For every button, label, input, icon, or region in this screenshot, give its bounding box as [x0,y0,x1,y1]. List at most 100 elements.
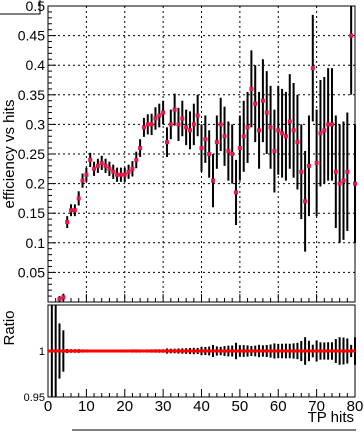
data-point [92,166,97,171]
x-tick-label: 40 [193,398,210,415]
y-tick-label: 0.4 [26,57,46,73]
data-point [318,131,323,136]
data-point [276,128,281,133]
data-point [103,163,108,168]
legend-corner-box [0,0,41,15]
y-tick-label: 0.2 [26,176,46,192]
data-point [257,128,262,133]
efficiency-y-axis-label: efficiency vs hits [1,100,18,209]
ratio-y-tick-labels: 0.95 1 [24,346,45,404]
data-point [314,160,319,165]
y-tick-label: 0.3 [26,116,46,132]
data-point [218,122,223,127]
data-point [84,172,89,177]
data-point [264,110,269,115]
data-point [283,134,288,139]
x-tick-label: 0 [44,398,52,415]
data-point [115,172,120,177]
y-tick-label: 0.05 [18,264,45,280]
y-tick-label: 0.1 [26,235,46,251]
data-point [72,208,77,213]
ratio-y-tick-label: 1 [39,346,45,358]
data-point [306,163,311,168]
data-point [199,146,204,151]
efficiency-y-tick-labels: 0.05 0.1 0.15 0.2 0.25 0.3 0.35 0.4 0.45 0.5 [18,0,45,280]
data-point [230,152,235,156]
x-tick-label: 30 [155,398,172,415]
data-point [141,125,146,130]
x-tick-label: 70 [308,398,325,415]
ratio-axis-ticks [47,389,356,397]
y-tick-label: 0.45 [18,28,45,44]
data-point [234,190,239,195]
data-point [168,122,173,127]
data-point [95,163,100,168]
data-point [184,125,189,130]
data-point [260,98,265,103]
data-point [322,128,327,133]
data-point [303,199,308,204]
data-point [138,146,143,151]
y-tick-label: 0.5 [26,0,46,14]
data-point [176,122,181,127]
data-point [280,131,285,136]
data-point [118,172,123,177]
data-point [287,119,292,124]
data-point [153,116,158,121]
data-point [333,169,338,174]
data-point [341,178,346,183]
x-tick-label: 60 [270,398,287,415]
data-point [345,169,350,174]
data-point [207,152,212,156]
data-point [111,169,116,174]
data-point [99,160,104,165]
data-point [65,220,70,225]
data-point [353,181,357,186]
data-point [329,122,334,127]
data-point [337,181,342,186]
data-point [130,166,135,171]
data-point [349,33,354,38]
data-point [195,113,200,118]
data-point [76,196,81,201]
efficiency-plot: 0.05 0.1 0.15 0.2 0.25 0.3 0.35 0.4 0.45 0.5 effi… [1,0,357,303]
efficiency-grid [48,6,355,302]
data-point [214,140,219,145]
data-point [295,140,300,145]
data-point [245,125,250,130]
data-point [61,295,66,300]
data-point [191,122,196,127]
data-point [253,101,258,106]
ratio-plot: 0.95 1 0 10 20 30 40 50 60 70 80 Ratio TP hits [1,304,364,426]
ratio-y-axis-label: Ratio [1,310,18,345]
data-point [57,297,62,302]
efficiency-series [57,6,357,302]
y-tick-label: 0.35 [18,87,45,103]
ratio-x-axis-label: TP hits [308,409,354,426]
data-point [187,128,192,133]
x-tick-label: 80 [347,398,364,415]
data-point [211,178,216,183]
data-point [164,140,169,145]
data-point [80,178,85,183]
data-point [134,157,139,162]
data-point [222,134,227,139]
x-tick-label: 20 [116,398,133,415]
data-point [149,122,154,127]
data-point [291,128,296,133]
data-point [326,122,331,127]
data-point [268,125,273,130]
data-point [122,172,127,177]
data-point [310,66,315,71]
data-point [88,157,93,162]
x-tick-label: 10 [78,398,95,415]
ratio-x-tick-labels: 0 10 20 30 40 50 60 70 80 [44,398,364,415]
data-point [172,107,177,112]
data-point [299,169,304,174]
ratio-y-tick-label: 0.95 [24,392,45,404]
data-point [126,169,131,174]
x-tick-label: 50 [232,398,249,415]
data-point [145,122,150,127]
data-point [107,166,112,171]
